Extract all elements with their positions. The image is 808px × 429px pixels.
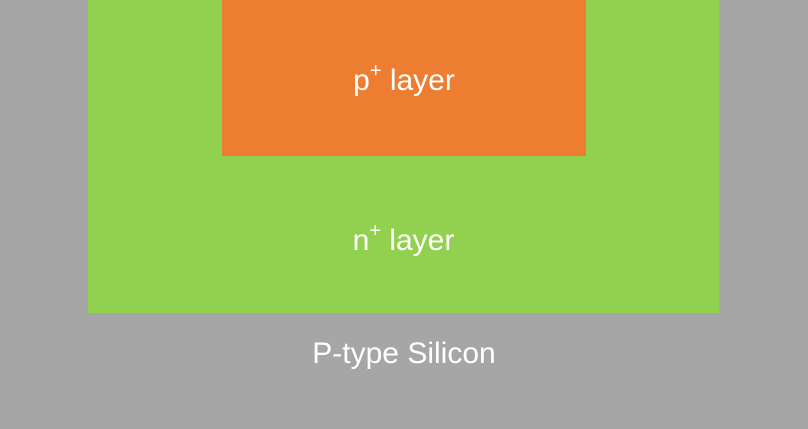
n-layer-label-suffix: layer bbox=[381, 224, 455, 257]
p-plus-layer-region bbox=[222, 0, 586, 156]
p-layer-label-base: p bbox=[353, 64, 370, 97]
p-plus-layer-label: p+ layer bbox=[222, 61, 586, 97]
p-layer-label-suffix: layer bbox=[381, 64, 455, 97]
n-plus-layer-label: n+ layer bbox=[88, 221, 719, 257]
n-layer-label-base: n bbox=[352, 224, 370, 257]
n-layer-label-superscript: + bbox=[369, 220, 381, 242]
p-type-silicon-label: P-type Silicon bbox=[312, 337, 496, 370]
p-layer-label-superscript: + bbox=[369, 60, 382, 82]
